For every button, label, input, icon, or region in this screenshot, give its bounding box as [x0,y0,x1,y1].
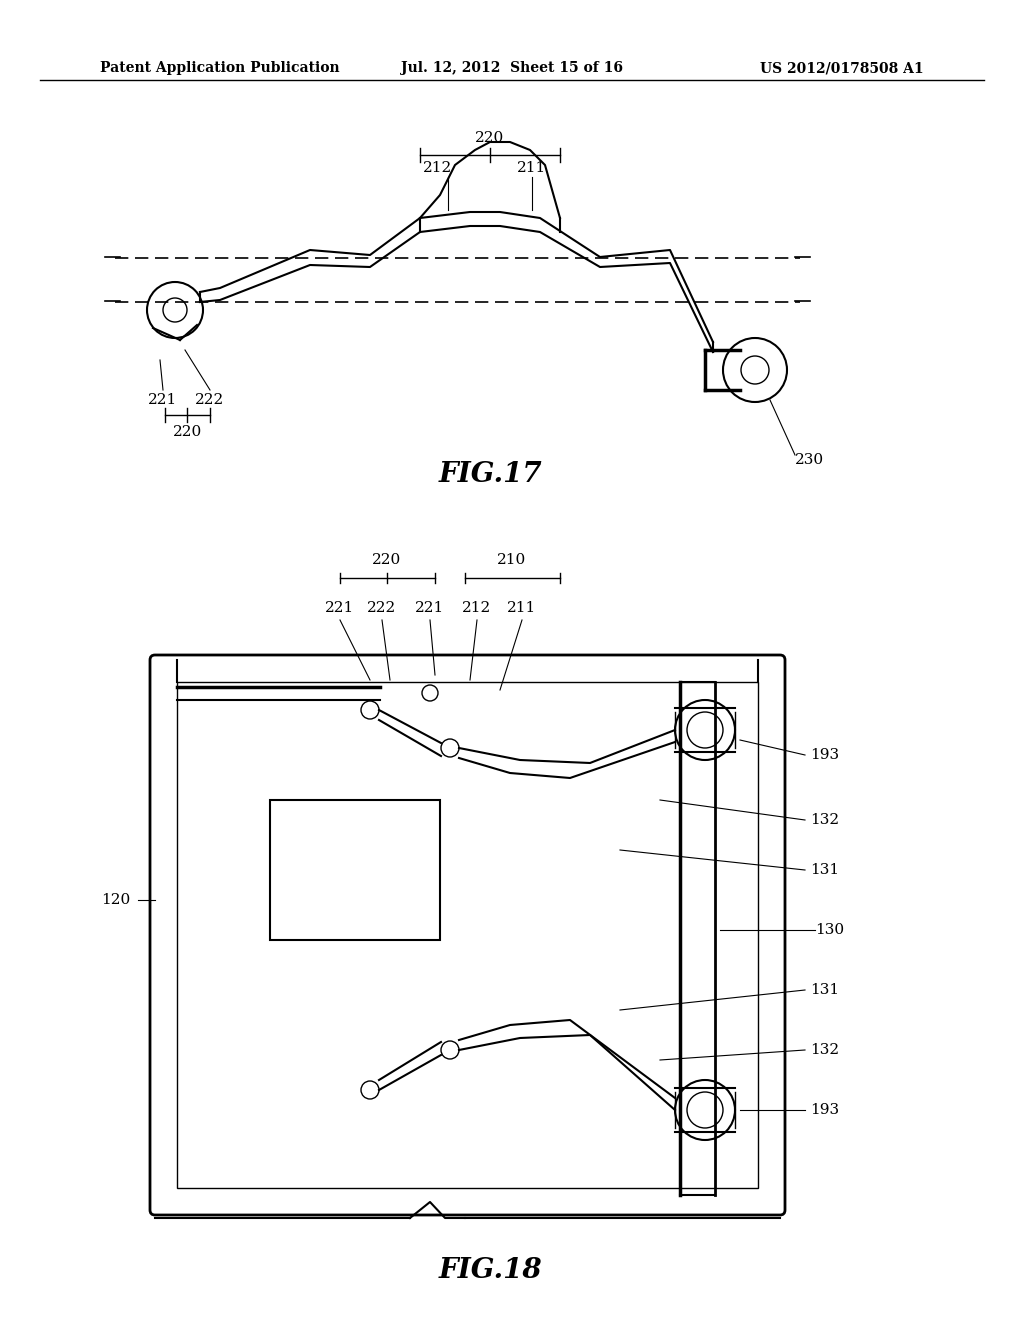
Text: 210: 210 [498,553,526,568]
Text: FIG.17: FIG.17 [438,462,542,488]
Text: 222: 222 [368,601,396,615]
Text: 120: 120 [100,894,130,907]
Bar [270,800,440,940]
Text: 132: 132 [810,813,839,828]
Text: 221: 221 [326,601,354,615]
Text: 222: 222 [196,393,224,407]
Text: 220: 220 [173,425,203,440]
Text: 193: 193 [810,1104,839,1117]
Text: 230: 230 [795,453,824,467]
Text: 220: 220 [373,553,401,568]
Text: 220: 220 [475,131,505,145]
Text: 211: 211 [517,161,547,176]
Text: 212: 212 [463,601,492,615]
Text: Jul. 12, 2012  Sheet 15 of 16: Jul. 12, 2012 Sheet 15 of 16 [401,61,623,75]
Text: FIG.18: FIG.18 [438,1257,542,1283]
Text: Patent Application Publication: Patent Application Publication [100,61,340,75]
Text: 131: 131 [810,863,839,876]
Text: 193: 193 [810,748,839,762]
Text: 221: 221 [148,393,177,407]
Text: 212: 212 [423,161,453,176]
Text: 221: 221 [416,601,444,615]
Text: 211: 211 [507,601,537,615]
Text: 131: 131 [810,983,839,997]
Bar [177,682,758,1188]
Text: 132: 132 [810,1043,839,1057]
Text: 130: 130 [815,923,844,937]
Text: US 2012/0178508 A1: US 2012/0178508 A1 [761,61,924,75]
